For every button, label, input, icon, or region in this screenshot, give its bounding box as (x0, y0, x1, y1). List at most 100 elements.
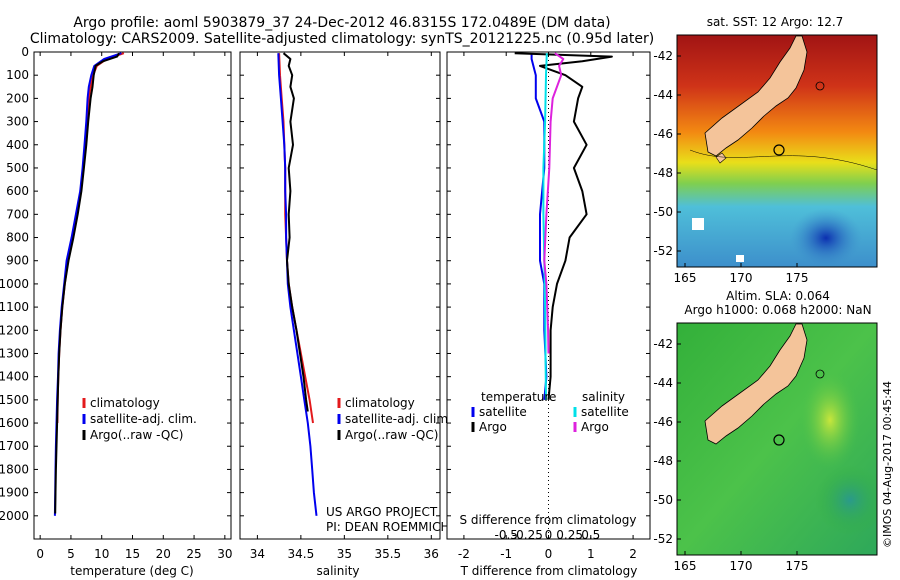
legend-label: Argo(..raw -QC) (90, 428, 183, 442)
s-tick-label: 0 (545, 528, 553, 542)
map-y-tick-label: -44 (653, 376, 673, 390)
x-tick-label: 1 (587, 547, 595, 561)
difference-legend: temperature salinity satellite Argo sate… (471, 390, 629, 434)
sla-map-title-1: Altim. SLA: 0.064 (726, 289, 830, 303)
y-tick-label: 1200 (0, 323, 29, 337)
legend-label: Argo (581, 420, 609, 434)
s-tick-label: 0.5 (581, 528, 600, 542)
x-tick-label: 25 (186, 547, 201, 561)
y-tick-label: 100 (6, 68, 29, 82)
temperature-plot: 0 5 10 15 20 25 300100200300400500600700800900… (0, 45, 232, 561)
x-tick-label: -1 (500, 547, 512, 561)
south-island (704, 323, 808, 445)
x-tick-label: -2 (458, 547, 470, 561)
x-tick-label: 2 (629, 547, 637, 561)
s-difference-xlabel: S difference from climatology (460, 513, 637, 527)
difference-panel: -2 -1 0 1 2 -0.5-0.25 0 0.250.5 T difference fr… (446, 51, 651, 578)
y-tick-label: 800 (6, 231, 29, 245)
temperature-legend: climatology satellite-adj. clim. Argo(..… (82, 396, 197, 442)
legend-label: satellite-adj. clim. (345, 412, 452, 426)
series-argo-raw-qc (282, 52, 309, 412)
map-y-tick-label: -46 (653, 127, 673, 141)
legend-title-salinity: salinity (582, 390, 625, 404)
x-tick-label: 20 (156, 547, 171, 561)
sla-map-title-2: Argo h1000: 0.068 h2000: NaN (684, 303, 871, 317)
map-y-tick-label: -52 (653, 532, 673, 546)
map-y-tick-label: -46 (653, 415, 673, 429)
legend-label: satellite-adj. clim. (90, 412, 197, 426)
map-y-tick-label: -42 (653, 49, 673, 63)
y-tick-label: 1700 (0, 439, 29, 453)
cold-anomaly (790, 208, 862, 267)
float-position-marker (773, 144, 785, 156)
sst-map: sat. SST: 12 Argo: 12.7 165 170 175 -42 -44 -… (653, 15, 878, 285)
map-y-tick-label: -52 (653, 244, 673, 258)
x-tick-label: 35.5 (374, 547, 401, 561)
y-tick-label: 1300 (0, 346, 29, 360)
series-t-argo (514, 52, 613, 400)
sla-high (800, 370, 860, 470)
salinity-plot: 34 34.5 35 35.5 36 (240, 51, 440, 561)
s-tick-label: -0.5 (494, 528, 517, 542)
series-s-satellite (542, 53, 548, 400)
bathymetry-contour (689, 149, 877, 171)
y-tick-label: 400 (6, 138, 29, 152)
x-tick-label: 30 (217, 547, 232, 561)
x-tick-label: 15 (125, 547, 140, 561)
legend-label: satellite (581, 405, 629, 419)
map-x-tick-label: 175 (786, 271, 809, 285)
map-x-tick-label: 175 (786, 559, 809, 573)
temperature-xlabel: temperature (deg C) (70, 564, 193, 578)
imos-timestamp: ©IMOS 04-Aug-2017 00:45:44 (881, 381, 894, 548)
y-tick-label: 1500 (0, 393, 29, 407)
missing-data-patch (692, 218, 704, 230)
y-tick-label: 1600 (0, 416, 29, 430)
y-tick-label: 1100 (0, 300, 29, 314)
difference-plot: -2 -1 0 1 2 -0.5-0.25 0 0.250.5 (447, 51, 650, 561)
sla-map: Altim. SLA: 0.064 Argo h1000: 0.068 h200… (653, 289, 878, 573)
sst-map-title: sat. SST: 12 Argo: 12.7 (707, 15, 844, 29)
x-tick-label: 34 (250, 547, 265, 561)
legend-title-temperature: temperature (481, 390, 556, 404)
map-y-tick-label: -50 (653, 493, 673, 507)
stewart-island (715, 152, 727, 164)
temperature-panel: 0 5 10 15 20 25 300100200300400500600700800900… (0, 45, 232, 578)
x-tick-label: 10 (94, 547, 109, 561)
float-position-marker (773, 434, 785, 446)
legend-label: Argo (479, 420, 507, 434)
chatham-island-marker (815, 369, 825, 379)
map-x-tick-label: 170 (730, 271, 753, 285)
salinity-xlabel: salinity (316, 564, 359, 578)
legend-label: Argo(..raw -QC) (345, 428, 438, 442)
y-tick-label: 600 (6, 184, 29, 198)
y-tick-label: 700 (6, 207, 29, 221)
y-tick-label: 1400 (0, 370, 29, 384)
s-tick-label: 0.25 (556, 528, 583, 542)
legend-label: climatology (345, 396, 415, 410)
series-s-argo (543, 52, 565, 354)
y-tick-label: 900 (6, 254, 29, 268)
y-tick-label: 1900 (0, 486, 29, 500)
s-tick-label: -0.25 (512, 528, 543, 542)
y-tick-label: 1000 (0, 277, 29, 291)
x-tick-label: 34.5 (288, 547, 315, 561)
salinity-panel: 34 34.5 35 35.5 36 salinity climatology sate… (239, 51, 452, 578)
y-tick-label: 0 (21, 45, 29, 59)
x-tick-label: 0 (36, 547, 44, 561)
sst-map-axes: 165 170 175 -42 -44 -46 -48 -50 -52 (653, 49, 808, 285)
y-tick-label: 200 (6, 91, 29, 105)
missing-data-patch (736, 255, 744, 262)
map-y-tick-label: -50 (653, 205, 673, 219)
south-island (704, 35, 808, 157)
map-y-tick-label: -48 (653, 166, 673, 180)
map-x-tick-label: 170 (730, 559, 753, 573)
x-tick-label: 0 (545, 547, 553, 561)
sla-map-axes: 165 170 175 -42 -44 -46 -48 -50 -52 (653, 337, 808, 573)
sla-low (815, 465, 877, 535)
legend-label: satellite (479, 405, 527, 419)
chatham-island-marker (815, 81, 825, 91)
x-tick-label: 35 (337, 547, 352, 561)
map-y-tick-label: -44 (653, 88, 673, 102)
x-tick-label: 5 (67, 547, 75, 561)
